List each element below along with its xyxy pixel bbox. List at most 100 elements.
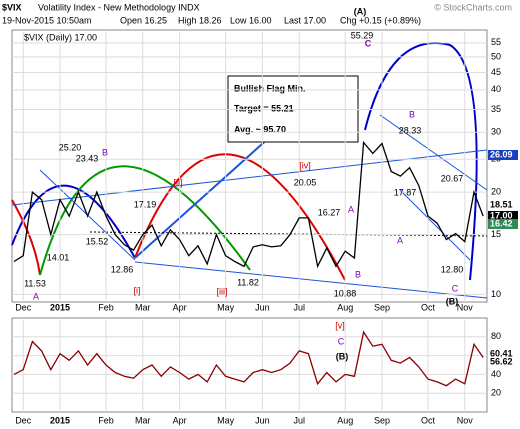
- x-tick-label: Apr: [173, 302, 187, 312]
- annotation: 10.88: [334, 288, 357, 298]
- y-tick-label: 30: [491, 127, 501, 137]
- x-tick-label: Oct: [421, 302, 436, 312]
- price-line: [13, 330, 484, 387]
- annotation: A: [33, 291, 39, 301]
- price-label: 16.42: [490, 218, 513, 228]
- y-tick-label: 20: [491, 388, 501, 398]
- price-tag: [488, 150, 518, 160]
- price-label: 60.41: [490, 348, 513, 358]
- annotation: 12.80: [441, 264, 464, 274]
- date: 19-Nov-2015 10:50am: [2, 15, 92, 25]
- y-tick-label: 45: [491, 67, 501, 77]
- info-line: Bullish Flag Min.: [234, 83, 306, 93]
- y-tick-label: 35: [491, 104, 501, 114]
- annotation: 15.52: [86, 236, 109, 246]
- trend-line: [399, 189, 471, 261]
- annotation: 17.87: [394, 187, 417, 197]
- rsi-panel: [11, 317, 488, 413]
- price-tag: [488, 349, 518, 359]
- x-tick-label: Jun: [255, 415, 270, 425]
- x-tick-label: Nov: [457, 415, 474, 425]
- annotation: C: [338, 336, 345, 346]
- info-box: Bullish Flag Min. Target = 55.21 Avg. ~ …: [227, 75, 359, 143]
- price-line: [13, 140, 484, 269]
- annotation: [iii]: [217, 286, 228, 296]
- annotation: A: [397, 235, 403, 245]
- annotation: 25.20: [59, 142, 82, 152]
- quote-item: Open 16.25: [120, 15, 167, 25]
- quote-item: Low 16.00: [230, 15, 272, 25]
- annotation: B: [102, 147, 108, 157]
- annotation: 14.01: [47, 252, 70, 262]
- y-tick-label: 20: [491, 187, 501, 197]
- main-panel: [11, 29, 488, 303]
- price-tag: [488, 219, 518, 229]
- annotation: [i]: [133, 285, 140, 295]
- x-tick-label: 2015: [50, 302, 70, 312]
- x-tick-label: 2015: [50, 415, 70, 425]
- price-label: 18.51: [490, 199, 513, 209]
- x-tick-label: Jul: [293, 415, 305, 425]
- annotation: [iv]: [299, 160, 311, 170]
- arc: [134, 153, 346, 281]
- annotation: (A): [354, 6, 367, 16]
- x-tick-label: Mar: [135, 415, 151, 425]
- trend-line: [379, 114, 488, 191]
- price-tag: [488, 357, 518, 367]
- x-tick-label: Feb: [98, 302, 114, 312]
- x-tick-label: Dec: [15, 302, 32, 312]
- arc: [364, 42, 478, 281]
- x-tick-label: Apr: [173, 415, 187, 425]
- annotation: 17.19: [134, 199, 157, 209]
- price-label: 26.09: [490, 149, 513, 159]
- annotation: [v]: [335, 320, 345, 330]
- symbol: $VIX: [2, 2, 22, 12]
- annotation: 28.33: [399, 125, 422, 135]
- price-label: 56.62: [490, 356, 513, 366]
- x-tick-label: Jun: [255, 302, 270, 312]
- annotation: 11.53: [24, 278, 46, 288]
- annotation: C: [452, 283, 459, 293]
- x-tick-label: Aug: [337, 302, 353, 312]
- annotation: B: [409, 109, 415, 119]
- y-tick-label: 10: [491, 289, 501, 299]
- y-tick-label: 55: [491, 37, 501, 47]
- quote-item: High 18.26: [178, 15, 222, 25]
- x-tick-label: Jul: [293, 302, 305, 312]
- info-line: Avg. ~ 95.70: [234, 124, 286, 134]
- price-label: 17.00: [490, 210, 513, 220]
- annotation: 11.82: [237, 277, 259, 287]
- x-tick-label: Nov: [457, 302, 474, 312]
- x-tick-label: May: [217, 302, 235, 312]
- x-tick-label: May: [217, 415, 235, 425]
- annotation: 55.29: [351, 30, 374, 40]
- annotation: C: [365, 38, 372, 48]
- annotation: B: [355, 269, 361, 279]
- annotation: (B): [336, 351, 349, 361]
- annotation: 12.86: [111, 264, 134, 274]
- annotation: 20.67: [441, 173, 464, 183]
- annotation: A: [348, 204, 354, 214]
- annotation: 16.27: [318, 207, 341, 217]
- info-line: Target = 55.21: [234, 103, 294, 113]
- quote-item: Last 17.00: [284, 15, 326, 25]
- x-tick-label: Sep: [374, 302, 390, 312]
- quote-item: Chg +0.15 (+0.89%): [340, 15, 421, 25]
- y-tick-label: 15: [491, 229, 501, 239]
- price-tag: [488, 200, 518, 210]
- annotation: [ii]: [174, 177, 183, 187]
- y-tick-label: 50: [491, 51, 501, 61]
- quote: Open 16.25 High 18.26 Low 16.00 Last 17.00 C…: [120, 15, 421, 25]
- arc: [39, 165, 251, 276]
- x-tick-label: Mar: [135, 302, 151, 312]
- arc: [11, 199, 41, 276]
- x-tick-label: Oct: [421, 415, 436, 425]
- x-tick-label: Feb: [98, 415, 114, 425]
- x-tick-label: Sep: [374, 415, 390, 425]
- annotation: 23.43: [76, 153, 99, 163]
- annotation: 20.05: [294, 177, 317, 187]
- y-tick-label: 40: [491, 84, 501, 94]
- x-tick-label: Aug: [337, 415, 353, 425]
- arc: [11, 184, 136, 259]
